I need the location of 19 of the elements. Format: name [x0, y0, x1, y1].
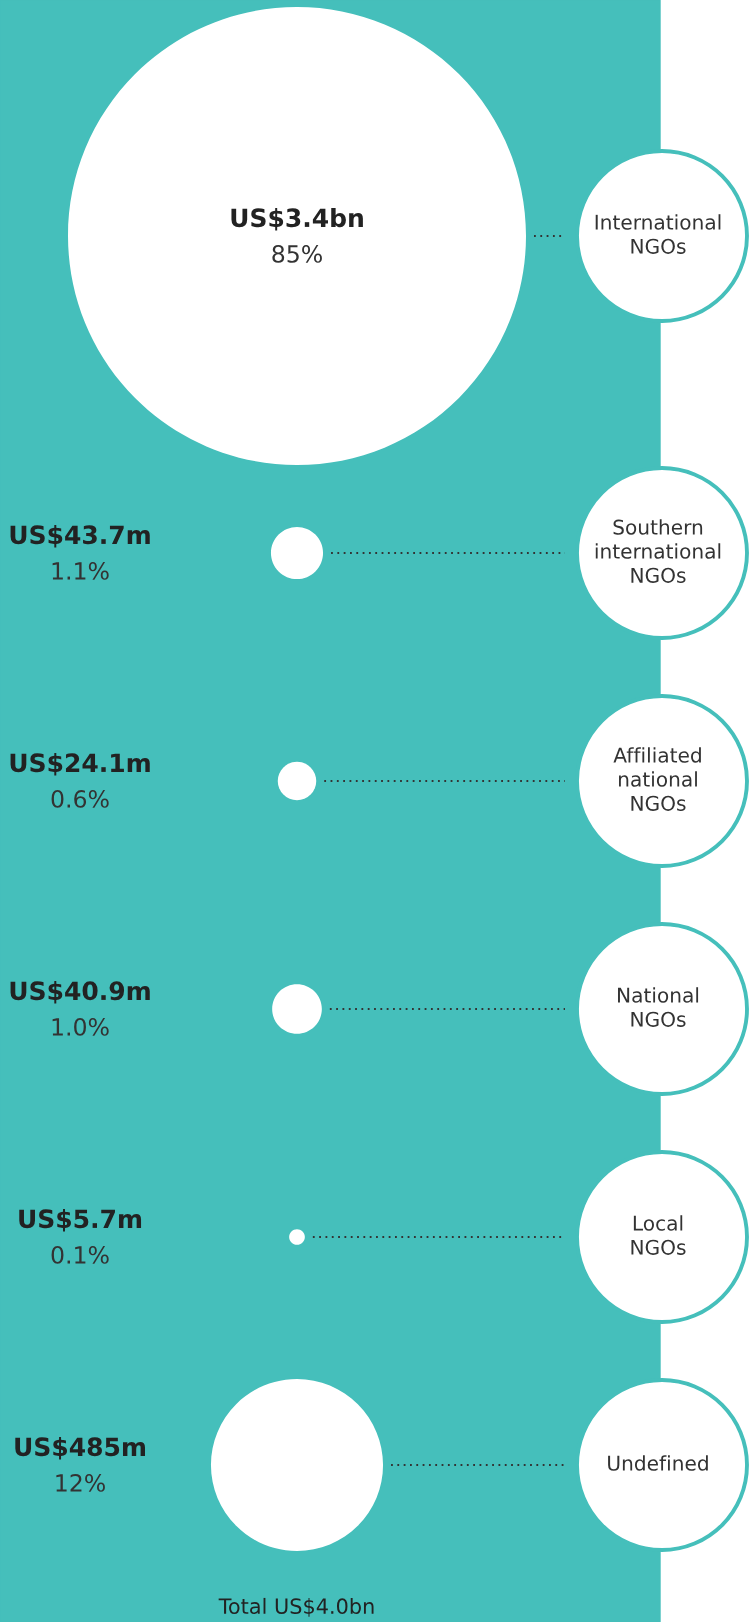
text: US$3.4bn	[231, 207, 363, 231]
data-label: 0.1%	[51, 1245, 109, 1264]
data-label: 12%	[56, 1473, 105, 1492]
category-label: Local NGOs	[631, 1215, 686, 1255]
category-label: Affiliated national NGOs	[613, 747, 701, 811]
category-label: National NGOs	[618, 987, 699, 1027]
text: US$5.7m	[19, 1208, 142, 1232]
text: US$43.7m	[10, 524, 150, 548]
category-label: International NGOs	[595, 214, 721, 254]
text: US$24.1m	[10, 752, 150, 776]
category-label: Undefined	[608, 1455, 708, 1471]
text: US$40.9m	[10, 980, 150, 1004]
data-label: 1.1%	[52, 561, 109, 580]
data-label: 85%	[272, 244, 322, 263]
data-label: 0.6%	[51, 789, 109, 808]
category-label: Southern international NGOs	[595, 519, 721, 583]
data-label: 1.0%	[52, 1017, 109, 1036]
text: Total US$4.0bn	[218, 1597, 374, 1617]
text: US$485m	[15, 1436, 145, 1460]
